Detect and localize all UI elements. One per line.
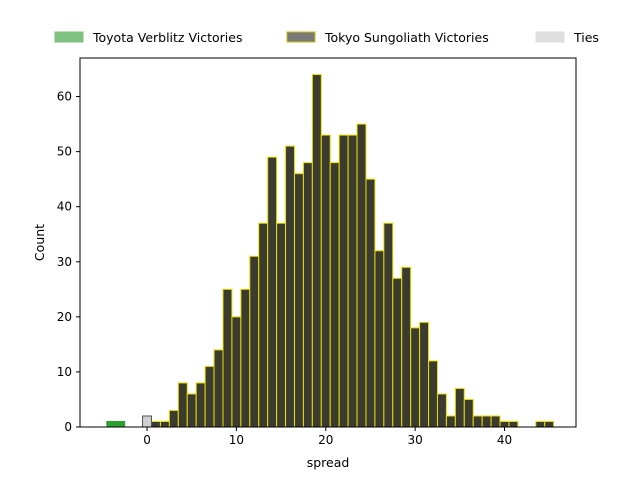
x-axis: 0 10 20 30 40: [143, 427, 512, 447]
legend-swatch-2: [535, 31, 565, 43]
bar-s1-33: [445, 415, 456, 428]
bar-s1-39: [499, 420, 510, 428]
x-tick-label-0: 0: [143, 433, 151, 447]
bar-s1-27: [392, 277, 403, 428]
bar-s2-0: [142, 415, 152, 428]
bar-s1-13: [267, 156, 278, 428]
bar-s1-35: [463, 398, 474, 428]
bar-s1-22: [347, 134, 358, 428]
bar-s1-40: [508, 420, 519, 428]
legend-swatch-1: [286, 31, 316, 43]
bar-s1-0: [150, 420, 161, 428]
y-tick-label-5: 50: [57, 145, 72, 159]
x-axis-label: spread: [307, 455, 350, 470]
bar-s1-41: [535, 420, 546, 428]
bar-s1-15: [285, 145, 295, 428]
bar-s1-11: [249, 255, 260, 428]
bar-s1-31: [428, 360, 438, 428]
bar-s1-42: [544, 420, 555, 428]
bar-s1-1: [159, 420, 170, 428]
bar-s1-5: [195, 382, 206, 428]
bar-s1-10: [240, 288, 251, 428]
y-tick-label-6: 60: [57, 90, 72, 104]
y-tick-label-0: 0: [64, 420, 72, 434]
bar-s1-21: [338, 134, 349, 428]
bar-s1-18: [311, 74, 322, 428]
y-axis: 0 10 20 30 40 50 60: [57, 90, 80, 434]
legend-label-2: Ties: [573, 30, 599, 45]
bars-layer: [106, 74, 555, 428]
bar-s1-38: [490, 415, 501, 428]
bar-s1-30: [419, 321, 430, 428]
bar-s1-4: [186, 393, 197, 428]
bar-s1-29: [410, 327, 421, 428]
legend-swatch-0: [54, 31, 84, 43]
legend-label-1: Tokyo Sungoliath Victories: [324, 30, 489, 45]
y-tick-label-3: 30: [57, 255, 72, 269]
bar-s1-7: [213, 349, 224, 428]
x-tick-label-2: 20: [318, 433, 333, 447]
bar-s1-8: [222, 288, 233, 428]
legend: Toyota Verblitz Victories Tokyo Sungoliat…: [54, 30, 599, 45]
bar-s1-17: [302, 162, 313, 428]
bar-s1-32: [436, 393, 447, 428]
bar-s1-34: [454, 387, 465, 428]
bar-s1-6: [204, 365, 215, 428]
bar-s0-1: [115, 420, 126, 428]
bar-s1-20: [329, 162, 340, 428]
bar-s1-26: [383, 222, 394, 428]
bar-s1-3: [177, 382, 188, 428]
bar-s1-28: [401, 266, 412, 428]
x-tick-label-4: 40: [497, 433, 512, 447]
plot-frame: [79, 57, 577, 428]
y-tick-label-2: 20: [57, 310, 72, 324]
legend-label-0: Toyota Verblitz Victories: [92, 30, 242, 45]
bar-s1-19: [320, 134, 331, 428]
bar-s1-37: [481, 415, 492, 428]
y-tick-label-4: 40: [57, 200, 72, 214]
bar-s1-25: [374, 250, 385, 428]
x-tick-label-1: 10: [229, 433, 244, 447]
y-axis-label: Count: [32, 224, 47, 261]
bar-s1-12: [258, 222, 269, 428]
bar-s1-2: [168, 409, 179, 428]
bar-s1-14: [276, 222, 287, 428]
bar-s0-0: [106, 420, 117, 428]
bar-s1-9: [231, 316, 242, 428]
bar-s1-23: [356, 123, 367, 428]
x-tick-label-3: 30: [407, 433, 422, 447]
bar-s1-16: [293, 173, 304, 428]
y-tick-label-1: 10: [57, 365, 72, 379]
bar-s1-24: [365, 178, 376, 428]
bar-s1-36: [472, 415, 483, 428]
